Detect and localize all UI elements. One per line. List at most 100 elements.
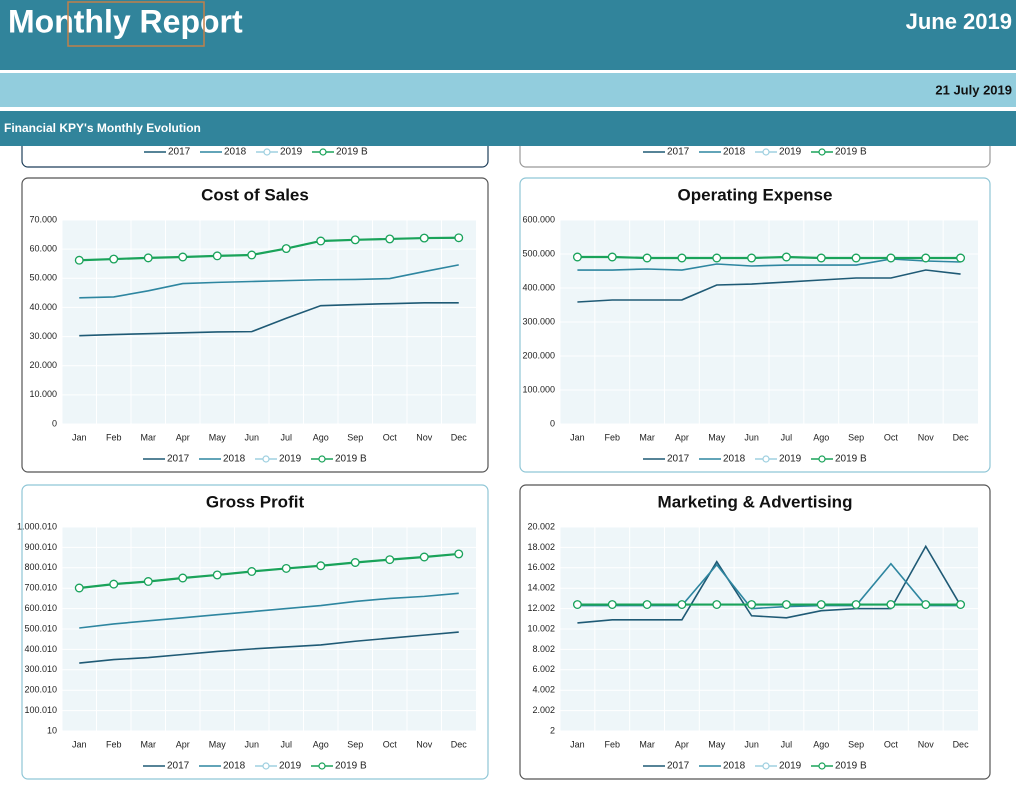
x-tick-label: Oct: [383, 432, 398, 442]
legend-label: 2019: [279, 454, 302, 465]
series-marker: [74, 583, 84, 593]
y-tick-label: 10.000: [29, 389, 57, 399]
y-tick-label: 600.000: [522, 214, 555, 224]
y-tick-label: 2.002: [532, 705, 555, 715]
series-marker: [677, 253, 687, 263]
x-tick-label: Ago: [813, 432, 829, 442]
x-tick-label: Jun: [744, 739, 759, 749]
report-date: 21 July 2019: [935, 82, 1012, 97]
series-marker: [109, 254, 119, 264]
x-tick-label: Jun: [244, 432, 259, 442]
legend-label: 2017: [667, 454, 690, 465]
legend-label: 2018: [723, 761, 746, 772]
x-tick-label: Feb: [106, 432, 122, 442]
legend-label: 2017: [168, 147, 191, 158]
legend-label: 2019 B: [835, 454, 867, 465]
date-band: [0, 73, 1016, 107]
series-marker: [178, 573, 188, 583]
series-marker: [350, 558, 360, 567]
series-marker: [747, 600, 757, 609]
legend-label: 2018: [223, 454, 246, 465]
x-tick-label: Dec: [451, 432, 468, 442]
series-marker: [712, 600, 722, 609]
legend-label: 2018: [723, 147, 746, 158]
series-marker: [886, 600, 896, 609]
section-title: Financial KPY's Monthly Evolution: [4, 121, 201, 135]
series-marker: [747, 253, 757, 263]
legend-marker: [762, 148, 770, 156]
legend-label: 2019: [779, 761, 802, 772]
y-tick-label: 0: [550, 418, 555, 428]
x-tick-label: Apr: [675, 432, 689, 442]
x-tick-label: Jul: [781, 432, 793, 442]
series-marker: [419, 233, 429, 243]
y-tick-label: 0: [52, 418, 57, 428]
x-tick-label: Ago: [313, 739, 329, 749]
series-marker: [350, 235, 360, 245]
x-tick-label: May: [209, 739, 227, 749]
series-marker: [247, 567, 257, 576]
legend-marker: [818, 148, 826, 156]
legend-label: 2019 B: [835, 761, 867, 772]
x-tick-label: Apr: [176, 432, 190, 442]
series-marker: [247, 250, 257, 260]
y-tick-label: 4.002: [532, 685, 555, 695]
legend-label: 2017: [667, 761, 690, 772]
series-marker: [607, 600, 617, 609]
y-tick-label: 2: [550, 725, 555, 735]
series-marker: [419, 552, 429, 562]
report-title: Monthly Report: [8, 3, 243, 39]
legend-marker: [262, 455, 270, 463]
legend-label: 2019 B: [835, 147, 867, 158]
y-tick-label: 40.000: [29, 302, 57, 312]
x-tick-label: Dec: [451, 739, 468, 749]
y-tick-label: 20.000: [29, 360, 57, 370]
series-marker: [385, 555, 395, 565]
series-marker: [886, 253, 896, 263]
x-tick-label: Jan: [570, 432, 585, 442]
series-marker: [281, 563, 291, 573]
series-marker: [921, 253, 931, 263]
x-tick-label: May: [708, 739, 726, 749]
y-tick-label: 70.000: [29, 214, 57, 224]
x-tick-label: Oct: [884, 432, 899, 442]
legend-label: 2019: [779, 454, 802, 465]
y-tick-label: 30.000: [29, 331, 57, 341]
y-tick-label: 500.010: [24, 623, 57, 633]
header-bar: [0, 0, 1016, 70]
y-tick-label: 6.002: [532, 664, 555, 674]
x-tick-label: Mar: [639, 432, 655, 442]
series-marker: [74, 255, 84, 265]
x-tick-label: Dec: [953, 739, 970, 749]
y-tick-label: 60.000: [29, 244, 57, 254]
y-tick-label: 200.000: [522, 350, 555, 360]
series-marker: [607, 252, 617, 262]
x-tick-label: Jan: [72, 432, 87, 442]
x-tick-label: Sep: [347, 432, 363, 442]
series-line: [79, 301, 459, 337]
series-marker: [816, 600, 826, 609]
chart-title: Gross Profit: [206, 492, 305, 511]
section-band: [0, 111, 1016, 146]
x-tick-label: Nov: [416, 432, 433, 442]
legend-label: 2019: [779, 147, 802, 158]
x-tick-label: Mar: [639, 739, 655, 749]
x-tick-label: Jul: [781, 739, 793, 749]
y-tick-label: 200.010: [24, 685, 57, 695]
series-marker: [781, 600, 791, 609]
x-tick-label: Jul: [280, 432, 292, 442]
series-marker: [851, 600, 861, 609]
y-tick-label: 800.010: [24, 562, 57, 572]
legend-marker: [818, 455, 826, 463]
x-tick-label: Sep: [848, 739, 864, 749]
x-tick-label: Nov: [918, 739, 935, 749]
x-tick-label: Jan: [570, 739, 585, 749]
x-tick-label: May: [209, 432, 227, 442]
series-marker: [109, 579, 119, 589]
series-line: [79, 236, 459, 262]
y-tick-label: 20.002: [527, 521, 555, 531]
y-tick-label: 10: [47, 725, 57, 735]
series-marker: [178, 252, 188, 262]
series-line: [577, 258, 961, 271]
y-tick-label: 50.000: [29, 273, 57, 283]
